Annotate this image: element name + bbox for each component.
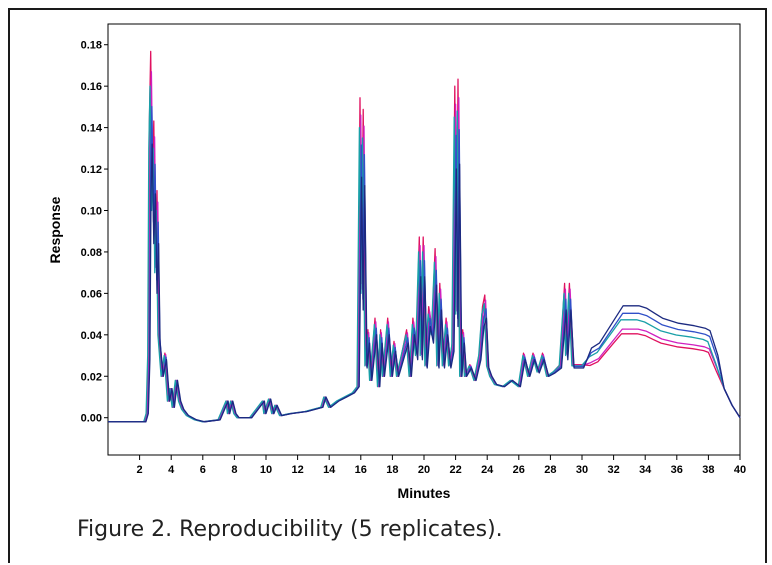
x-axis-label: Minutes (398, 485, 451, 501)
x-tick-label: 30 (576, 464, 588, 476)
x-tick-label: 14 (323, 464, 336, 476)
x-tick-label: 4 (168, 464, 175, 476)
x-tick-label: 16 (355, 464, 367, 476)
x-tick-label: 8 (231, 464, 237, 476)
y-tick-label: 0.18 (81, 40, 102, 52)
x-tick-label: 40 (734, 464, 746, 476)
x-tick-label: 32 (607, 464, 619, 476)
y-tick-label: 0.10 (81, 205, 102, 217)
x-tick-label: 26 (513, 464, 525, 476)
series-line-5 (108, 143, 741, 423)
x-tick-label: 18 (386, 464, 398, 476)
y-tick-label: 0.06 (81, 288, 102, 300)
y-tick-label: 0.08 (81, 247, 102, 259)
chromatogram-chart: 0.00 0.02 0.04 0.06 0.08 0.10 0.12 0.14 0.16 0.18… (47, 23, 746, 501)
plot-area (107, 23, 741, 456)
x-tick-label: 22 (449, 464, 461, 476)
figure-caption: Figure 2. Reproducibility (5 replicates)… (77, 517, 503, 542)
series-group (108, 50, 741, 423)
figure-frame (8, 8, 767, 563)
y-tick-label: 0.12 (81, 164, 102, 176)
y-tick-label: 0.00 (81, 413, 102, 425)
x-tick-label: 2 (137, 464, 143, 476)
y-tick-label: 0.04 (81, 330, 103, 342)
y-tick-label: 0.02 (81, 371, 102, 383)
y-axis-label: Response (47, 196, 63, 263)
x-axis: 2 4 6 8 10 12 14 16 18 20 22 24 26 28 30 32 34 36 38 40 (137, 455, 746, 476)
x-tick-label: 38 (702, 464, 714, 476)
x-tick-label: 28 (544, 464, 556, 476)
x-tick-label: 6 (200, 464, 206, 476)
x-tick-label: 34 (639, 464, 652, 476)
y-tick-label: 0.14 (81, 123, 103, 135)
y-axis: 0.00 0.02 0.04 0.06 0.08 0.10 0.12 0.14 0.16 0.18 (81, 40, 108, 425)
x-tick-label: 36 (671, 464, 683, 476)
y-tick-label: 0.16 (81, 81, 102, 93)
x-tick-label: 24 (481, 464, 494, 476)
x-tick-label: 10 (260, 464, 272, 476)
x-tick-label: 12 (291, 464, 303, 476)
x-tick-label: 20 (418, 464, 430, 476)
